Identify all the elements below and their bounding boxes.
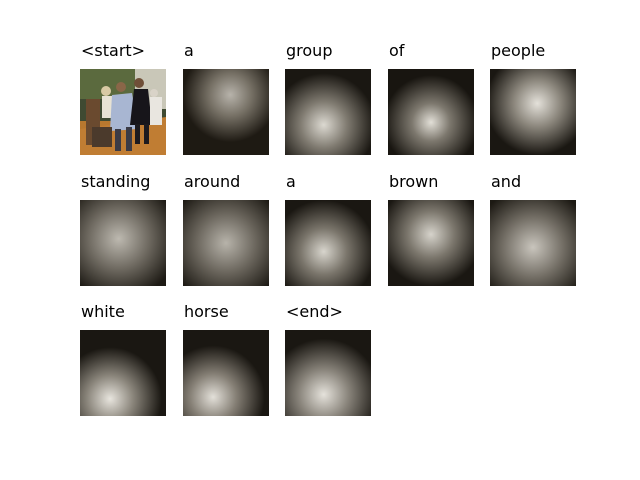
attention-heatmap <box>490 200 576 286</box>
caption-word: a <box>184 41 194 60</box>
attention-heatmap <box>490 69 576 155</box>
attention-heatmap <box>80 200 166 286</box>
caption-word: around <box>184 172 241 191</box>
attention-heatmap <box>183 200 269 286</box>
caption-word: white <box>81 302 125 321</box>
source-photo <box>80 69 166 155</box>
attention-heatmap <box>388 69 474 155</box>
caption-word: people <box>491 41 546 60</box>
attention-heatmap <box>80 330 166 416</box>
attention-heatmap <box>285 200 371 286</box>
attention-heatmap <box>285 330 371 416</box>
attention-heatmap <box>183 330 269 416</box>
caption-word: brown <box>389 172 439 191</box>
attention-heatmap <box>183 69 269 155</box>
caption-word: <end> <box>286 302 343 321</box>
caption-word: horse <box>184 302 229 321</box>
caption-word: <start> <box>81 41 146 60</box>
attention-heatmap <box>388 200 474 286</box>
caption-word: of <box>389 41 405 60</box>
caption-word: standing <box>81 172 151 191</box>
caption-word: group <box>286 41 333 60</box>
attention-heatmap <box>285 69 371 155</box>
caption-word: a <box>286 172 296 191</box>
caption-word: and <box>491 172 522 191</box>
